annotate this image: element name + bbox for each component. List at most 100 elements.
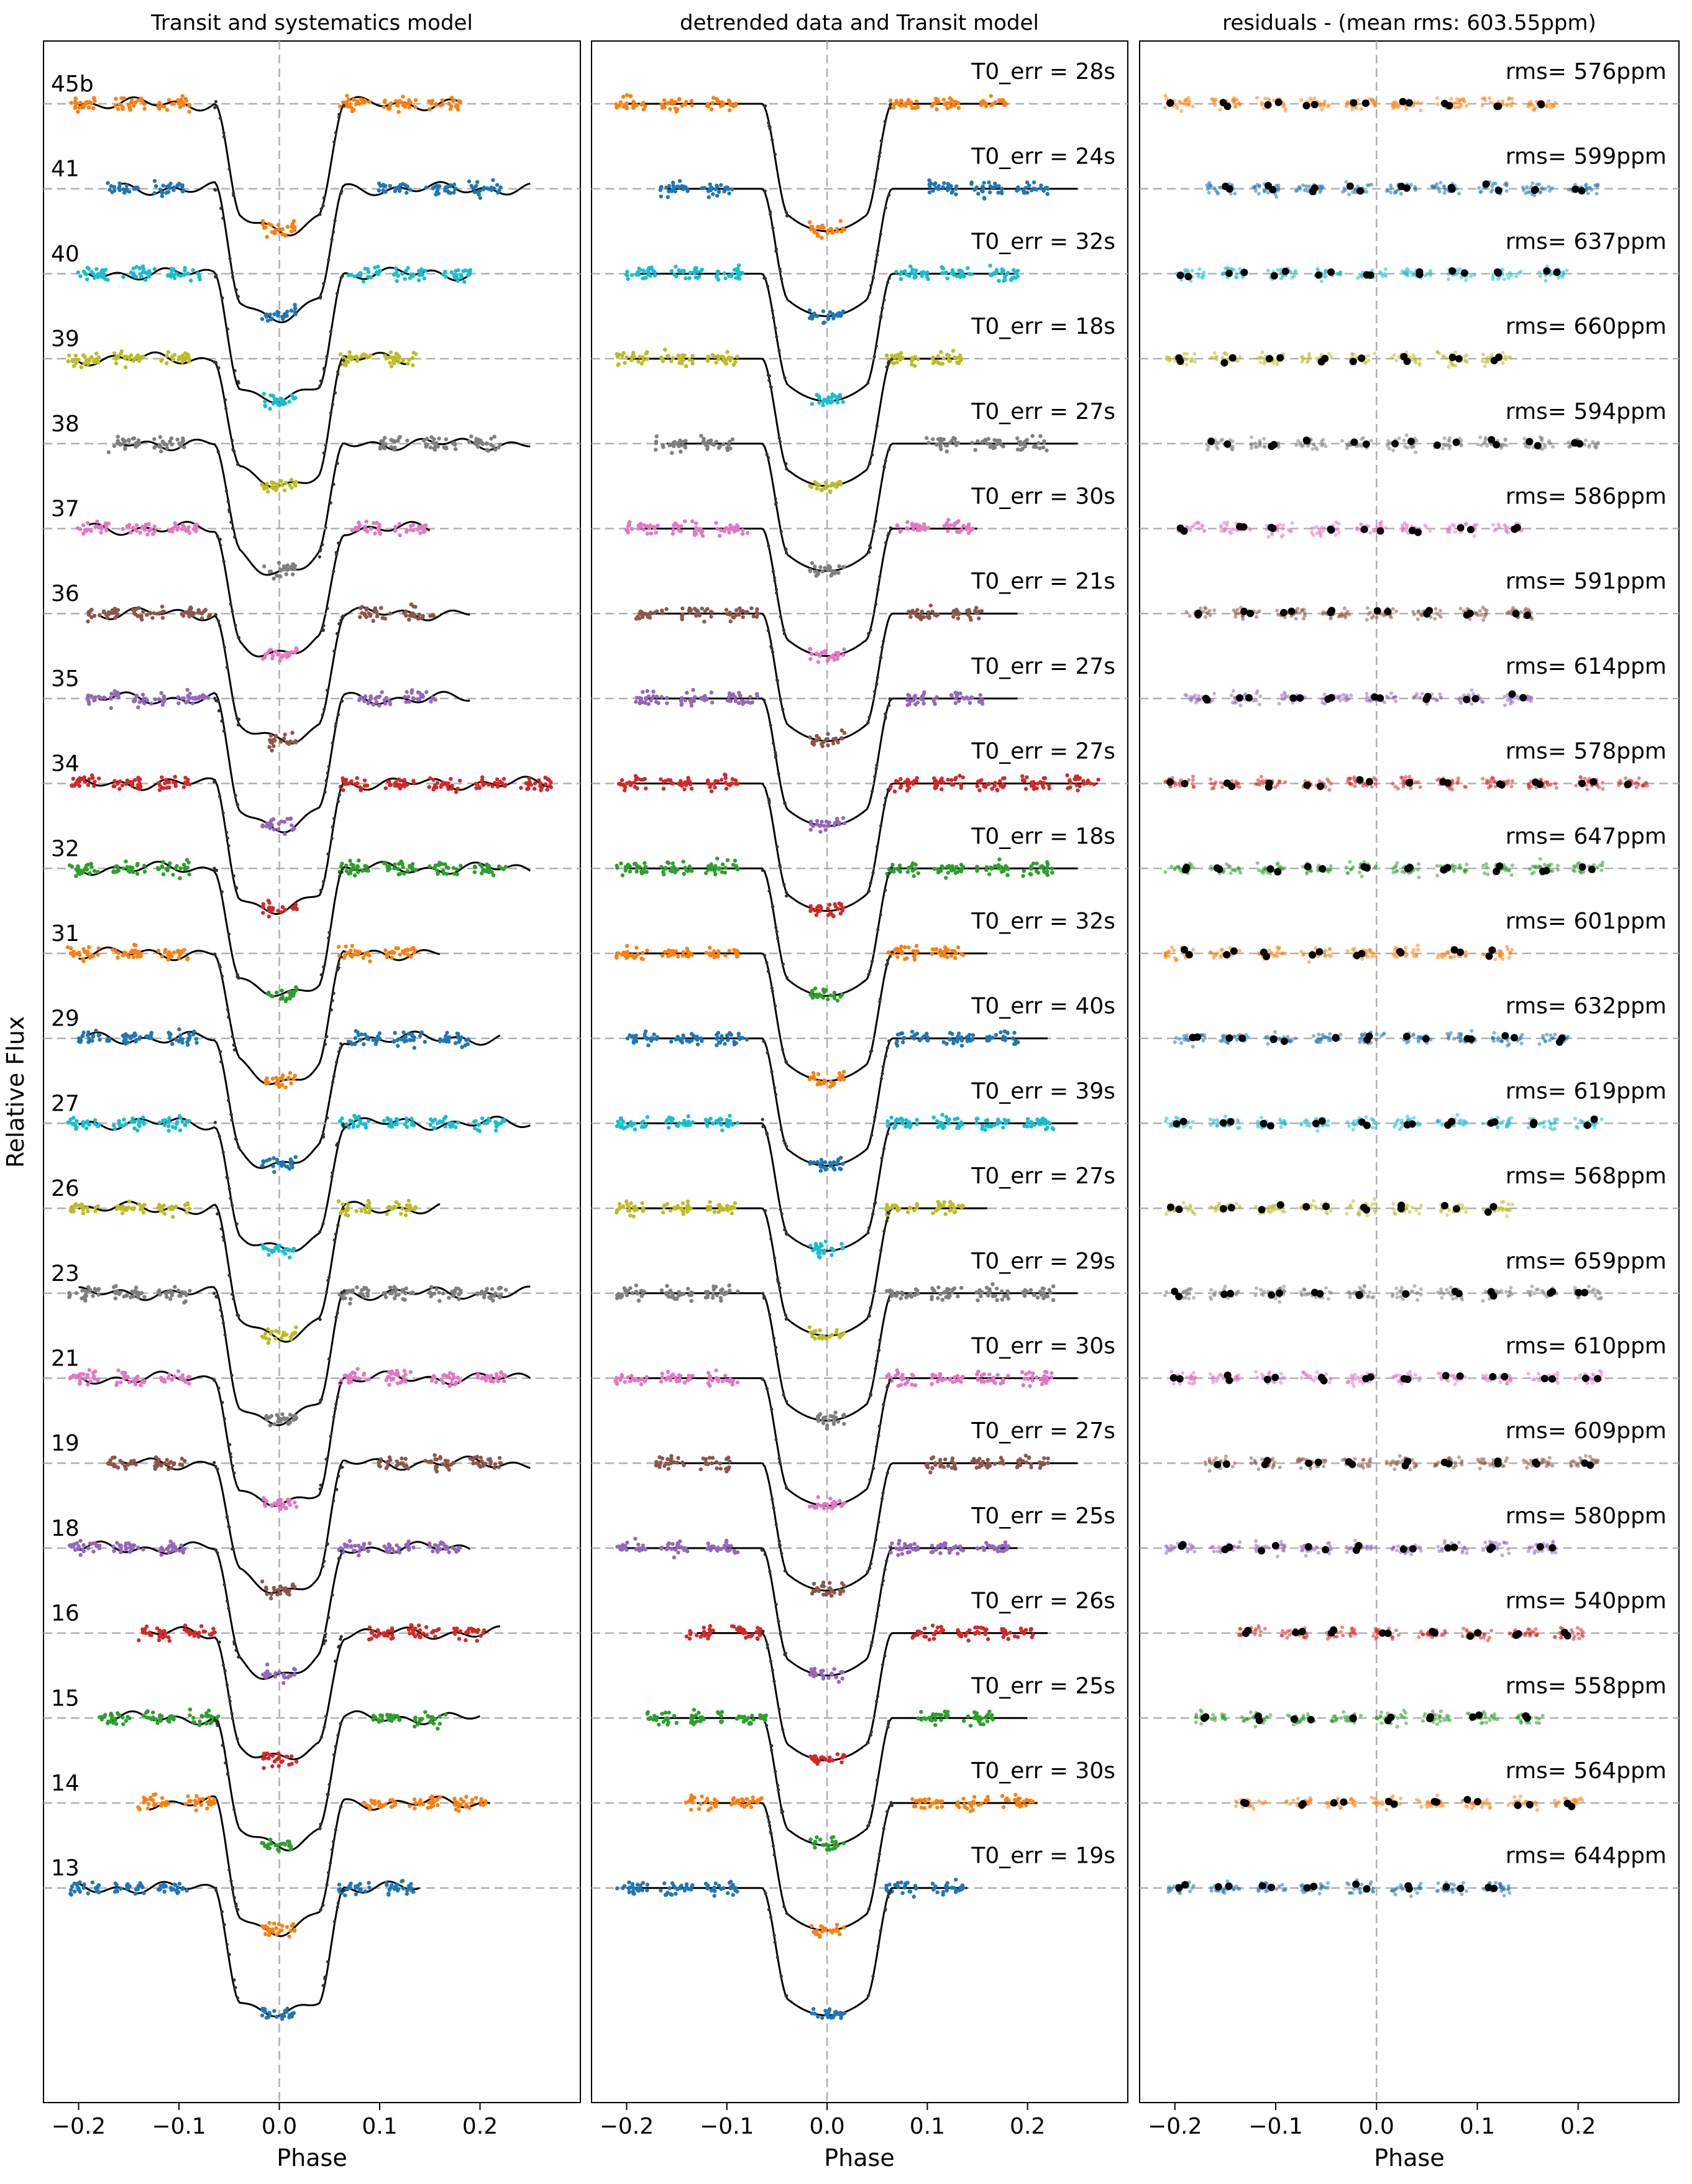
data-point [543,782,548,787]
data-point [141,1714,145,1718]
data-point [485,447,489,452]
data-point [771,138,774,142]
data-point [820,236,824,240]
data-point [279,397,283,401]
data-point [280,1924,285,1928]
data-point [876,253,879,257]
data-point [157,1718,162,1723]
data-point [872,530,876,533]
data-point [382,861,386,866]
data-point [160,1796,165,1801]
data-point [234,886,239,890]
data-point [280,1586,285,1591]
data-point [966,266,970,270]
data-point [941,98,946,102]
data-point [403,1298,407,1302]
model-curve [78,947,441,1085]
data-point [124,859,128,864]
data-point [357,1377,362,1381]
data-point [1000,186,1004,191]
data-point [868,291,872,295]
data-point [270,1076,275,1081]
data-point [396,109,401,114]
data-point [413,1715,418,1720]
data-point [440,862,444,866]
data-point [177,1881,182,1886]
data-point [277,1848,281,1853]
data-point [231,1035,234,1039]
data-point [442,1116,447,1121]
data-point [395,1459,399,1464]
data-point [173,781,178,786]
data-point [173,1285,177,1289]
data-point [187,359,191,364]
data-point [232,1807,236,1811]
data-point [116,434,120,439]
data-point [431,1374,436,1379]
data-point [377,525,382,530]
data-point [394,946,398,950]
data-point [185,782,190,786]
data-point [265,1076,269,1081]
data-point [106,450,111,454]
data-point [127,523,132,527]
data-point [410,867,414,872]
data-point [997,439,1002,444]
data-point [335,1060,339,1064]
data-point [273,734,278,739]
data-point [277,1330,281,1334]
data-point [72,1881,76,1886]
data-point [124,183,129,188]
data-point [496,1122,501,1126]
data-point [398,1380,403,1385]
data-point [287,990,291,995]
data-point [123,365,128,370]
data-point [337,966,341,970]
data-point [221,1743,224,1747]
data-point [111,611,116,615]
x-tick-label: 0.1 [362,2114,397,2139]
data-point [387,106,392,111]
data-point [330,1848,334,1851]
data-point [336,1311,339,1315]
data-point [808,567,813,572]
data-point [233,369,237,373]
data-point [215,104,219,108]
data-point [951,349,956,353]
data-point [413,605,418,609]
data-point [168,1036,172,1040]
data-point [397,521,401,526]
data-point [339,1805,343,1809]
data-point [141,1210,146,1215]
data-point [954,274,959,278]
data-point [327,1357,331,1361]
data-point [470,1797,475,1802]
data-point [236,462,240,466]
data-point [835,400,840,405]
data-point [113,1290,117,1294]
data-point [630,354,635,358]
data-point [350,867,355,872]
data-point [267,1252,271,1257]
data-point [390,1377,395,1381]
data-point [368,959,372,963]
data-point [288,816,293,821]
data-point [813,564,817,569]
data-point [339,618,343,622]
data-point [362,1042,366,1047]
data-point [445,185,449,190]
data-point [165,108,170,112]
data-point [898,272,902,277]
data-point [130,950,135,954]
data-point [78,274,83,278]
data-point [408,1631,412,1636]
data-point [221,1150,225,1154]
data-point [334,1659,337,1663]
data-point [162,1548,166,1553]
data-point [139,96,144,101]
data-point [277,652,281,656]
data-point [825,231,830,236]
data-point [136,705,140,710]
data-point [396,357,400,361]
data-point [358,1292,363,1296]
